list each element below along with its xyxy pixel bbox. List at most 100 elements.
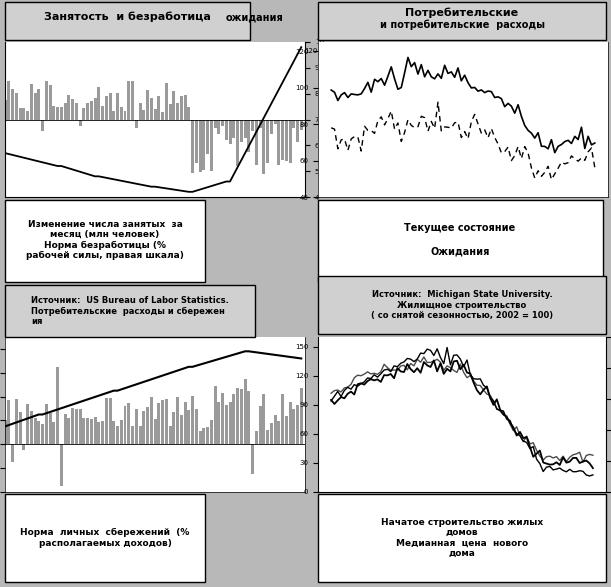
Text: Источник:  US Bureau of Labor Statistics.
Потребительские  расходы и сбережен
ия: Источник: US Bureau of Labor Statistics.… [31, 296, 229, 326]
Bar [82, 419, 86, 444]
FancyBboxPatch shape [318, 276, 606, 334]
Text: Норма  личных  сбережений  (%
располагаемых доходов): Норма личных сбережений (% располагаемых… [20, 528, 189, 548]
Bar [258, 406, 262, 444]
Bar [97, 422, 100, 444]
Bar [45, 80, 48, 120]
Bar [251, 444, 254, 474]
Bar [4, 420, 7, 444]
Bar [45, 404, 48, 444]
Bar [146, 90, 149, 120]
Bar [22, 107, 25, 120]
Bar [165, 399, 168, 444]
Bar [131, 81, 134, 120]
Bar [37, 421, 40, 444]
Bar [266, 430, 269, 444]
Bar [127, 403, 130, 444]
Bar [232, 120, 235, 138]
Bar [244, 120, 246, 138]
Bar [161, 112, 164, 120]
Text: Изменение числа занятых  за
месяц (млн человек)
Норма безработицы (%
рабочей сил: Изменение числа занятых за месяц (млн че… [26, 220, 184, 260]
Bar [218, 402, 220, 444]
Bar [277, 421, 280, 444]
Bar [169, 426, 172, 444]
Bar [127, 82, 130, 120]
Bar [236, 388, 239, 444]
Bar [41, 424, 44, 444]
FancyBboxPatch shape [318, 2, 606, 40]
Text: и потребительские  расходы: и потребительские расходы [379, 20, 544, 31]
Bar [285, 120, 288, 161]
Bar [300, 120, 302, 130]
Bar [78, 120, 81, 126]
Bar [53, 421, 55, 444]
Bar [64, 414, 67, 444]
Bar [56, 367, 59, 444]
Bar [229, 120, 232, 144]
Bar [11, 444, 14, 462]
Bar [232, 394, 235, 444]
Bar [251, 120, 254, 131]
Bar [266, 120, 269, 163]
Bar [116, 426, 119, 444]
Bar [296, 404, 299, 444]
Bar [288, 402, 291, 444]
Bar [218, 120, 220, 134]
Bar [131, 426, 134, 444]
Bar [34, 417, 37, 444]
Bar [258, 120, 262, 128]
Bar [60, 444, 63, 486]
Bar [90, 101, 93, 120]
Bar [288, 120, 291, 163]
FancyBboxPatch shape [318, 494, 606, 582]
Bar [161, 400, 164, 444]
FancyBboxPatch shape [5, 494, 205, 582]
Bar [199, 431, 202, 444]
Bar [86, 103, 89, 120]
Bar [41, 120, 44, 130]
Bar [78, 409, 81, 444]
Text: ожидания: ожидания [226, 12, 284, 22]
Bar [135, 120, 137, 129]
Bar [172, 413, 175, 444]
Bar [169, 104, 172, 120]
Bar [221, 120, 224, 126]
Bar [176, 397, 179, 444]
Bar [18, 412, 21, 444]
Bar [281, 120, 284, 160]
Bar [97, 87, 100, 120]
Bar [195, 120, 198, 163]
Bar [187, 410, 190, 444]
FancyBboxPatch shape [5, 285, 255, 337]
Text: 120: 120 [304, 48, 318, 54]
Bar [112, 112, 115, 120]
Bar [56, 107, 59, 120]
Bar [255, 120, 258, 165]
Bar [123, 406, 126, 444]
Bar [262, 120, 265, 174]
Bar [199, 120, 202, 172]
Bar [7, 81, 10, 120]
Bar [183, 95, 186, 120]
FancyBboxPatch shape [5, 200, 205, 282]
Bar [112, 421, 115, 444]
Bar [71, 99, 74, 120]
Bar [172, 91, 175, 120]
Bar [146, 407, 149, 444]
Bar [229, 402, 232, 444]
Bar [15, 93, 18, 120]
Bar [255, 431, 258, 444]
Bar [296, 120, 299, 142]
Bar [210, 120, 213, 171]
Bar [191, 396, 194, 444]
Bar [67, 96, 70, 120]
Bar [210, 420, 213, 444]
Bar [150, 98, 153, 120]
Bar [22, 444, 25, 450]
FancyBboxPatch shape [318, 200, 603, 282]
Bar [157, 403, 160, 444]
Bar [213, 120, 216, 129]
Bar [269, 120, 273, 134]
Bar [191, 120, 194, 173]
Bar [225, 120, 228, 140]
FancyBboxPatch shape [5, 2, 250, 40]
